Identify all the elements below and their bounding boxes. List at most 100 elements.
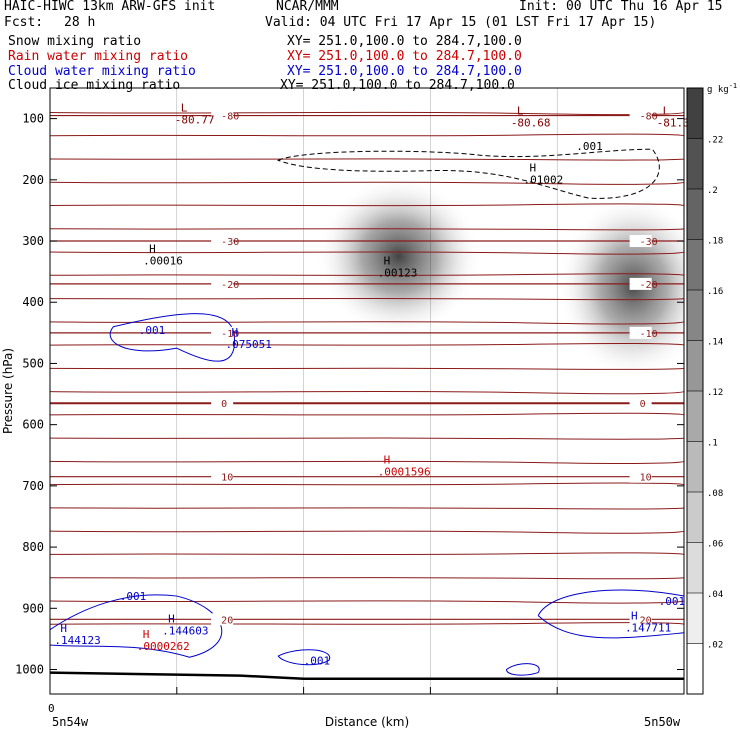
colorbar-tick-label: .1 — [707, 439, 718, 449]
field-xy-snow: XY= 251.0,100.0 to 284.7,100.0 — [287, 34, 522, 49]
colorbar-tick-label: .2 — [707, 186, 718, 196]
extremum-value: .00123 — [378, 267, 418, 280]
extremum-H: H — [384, 454, 391, 467]
extremum-L: L — [181, 102, 188, 115]
colorbar-tick-label: .06 — [707, 540, 723, 550]
snow-shading-layer — [316, 176, 684, 379]
isotherm-label: -30 — [640, 237, 658, 248]
isotherm-label: 0 — [221, 399, 227, 410]
extremum-H: H — [530, 162, 537, 175]
colorbar-segment — [687, 88, 703, 139]
colorbar-tick-label: .16 — [707, 287, 723, 297]
temperature-contour — [50, 552, 684, 556]
extremum-value: .144123 — [54, 634, 100, 647]
field-name-snow: Snow mixing ratio — [8, 34, 142, 49]
init-time: Init: 00 UTC Thu 16 Apr 15 — [519, 0, 723, 14]
forecast-hours: 28 h — [64, 15, 96, 30]
temperature-contour — [50, 622, 684, 625]
extremum-H: H — [168, 613, 175, 626]
colorbar-segment — [687, 492, 703, 543]
x-left-label: 5n54w — [52, 715, 89, 729]
isotherm-label: 10 — [221, 473, 233, 484]
plot-frame — [49, 87, 685, 695]
extremum-value: .00016 — [143, 254, 183, 267]
terrain-line — [50, 671, 684, 680]
colorbar-tick-label: .02 — [707, 641, 723, 651]
y-tick-label: 300 — [22, 234, 44, 248]
y-tick-label: 200 — [22, 173, 44, 187]
temperature-contour — [50, 228, 684, 231]
y-tick-label: 500 — [22, 356, 44, 370]
temperature-contour — [50, 273, 684, 276]
extremum-H: H — [384, 255, 391, 268]
colorbar-segment — [687, 643, 703, 695]
y-tick-label: 900 — [22, 601, 44, 615]
temperature-contour — [50, 530, 684, 534]
colorbar-segment — [687, 290, 703, 341]
colorbar-tick-label: .18 — [707, 237, 723, 247]
isotherm-label: 20 — [640, 615, 652, 626]
snow-maximum — [316, 176, 482, 336]
extremum-H: H — [631, 610, 638, 623]
cloud-ice-contour — [276, 148, 660, 199]
extremum-value: .0001596 — [378, 466, 431, 479]
extremum-H: H — [149, 242, 156, 255]
temperature-contour — [50, 343, 684, 346]
cloud-water-contour — [50, 594, 223, 658]
y-tick-label: 100 — [22, 112, 44, 126]
temperature-contour — [50, 482, 684, 486]
temperature-contour — [50, 158, 684, 161]
colorbar-unit: g kg-1 — [707, 82, 737, 95]
temperature-contour — [50, 367, 684, 370]
colorbar-segment — [687, 542, 703, 594]
contour-value-label: .001 — [139, 324, 166, 337]
temperature-contour — [50, 577, 684, 580]
cloud-water-contour — [109, 313, 236, 362]
isotherm-label: 10 — [640, 473, 652, 484]
extremum-value: -81.3 — [657, 117, 690, 130]
model-title: HAIC-HIWC 13km ARW-GFS init — [4, 0, 216, 14]
colorbar-segment — [687, 391, 703, 442]
x-axis-title: Distance (km) — [325, 715, 409, 729]
colorbar-tick-label: .22 — [707, 136, 723, 146]
contour-value-label: .001 — [120, 590, 146, 603]
temperature-contour — [50, 181, 684, 185]
extremum-value: .147711 — [625, 622, 671, 635]
temperature-contour — [50, 133, 684, 137]
contour-value-label: .001 — [576, 140, 603, 153]
grid-layer — [176, 88, 558, 694]
y-tick-label: 1000 — [15, 663, 44, 677]
y-tick-label: 600 — [22, 418, 44, 432]
temperature-contour — [50, 412, 684, 416]
contour-value-label: .001 — [659, 595, 686, 608]
colorbar: .22 .2 .18 .16 .14 .12 .1 .08 .06 .04 .02 g kg-1 — [686, 82, 737, 695]
cloud-water-contour — [505, 663, 540, 676]
extremum-value: .0000262 — [137, 640, 190, 653]
y-tick-label: 400 — [22, 295, 44, 309]
temperature-contour — [50, 203, 684, 207]
x-right-label: 5n50w — [644, 715, 681, 729]
temperature-contour — [50, 297, 684, 301]
colorbar-segment — [687, 441, 703, 493]
isotherm-label: -30 — [221, 237, 239, 248]
temperature-contour — [50, 600, 684, 604]
colorbar-tick-label: .08 — [707, 489, 723, 499]
extremum-L: L — [517, 105, 524, 118]
isotherm-label: -20 — [221, 280, 239, 291]
extremum-value: .144603 — [162, 625, 208, 638]
y-tick-label: 700 — [22, 479, 44, 493]
extremum-H: H — [60, 622, 67, 635]
temperature-contour — [50, 390, 684, 395]
isotherm-label: -20 — [640, 280, 658, 291]
extremum-H: H — [232, 326, 239, 339]
forecast-label: Fcst: — [4, 15, 44, 30]
field-name-rain: Rain water mixing ratio — [8, 49, 189, 64]
extremum-value: .075051 — [226, 338, 272, 351]
field-name-ice: Cloud ice mixing ratio — [8, 78, 181, 93]
colorbar-tick-label: .14 — [707, 338, 723, 348]
isotherm-label: -10 — [640, 329, 658, 340]
field-xy-ice: XY= 251.0,100.0 to 284.7,100.0 — [280, 78, 515, 93]
colorbar-tick-label: .04 — [707, 590, 723, 600]
